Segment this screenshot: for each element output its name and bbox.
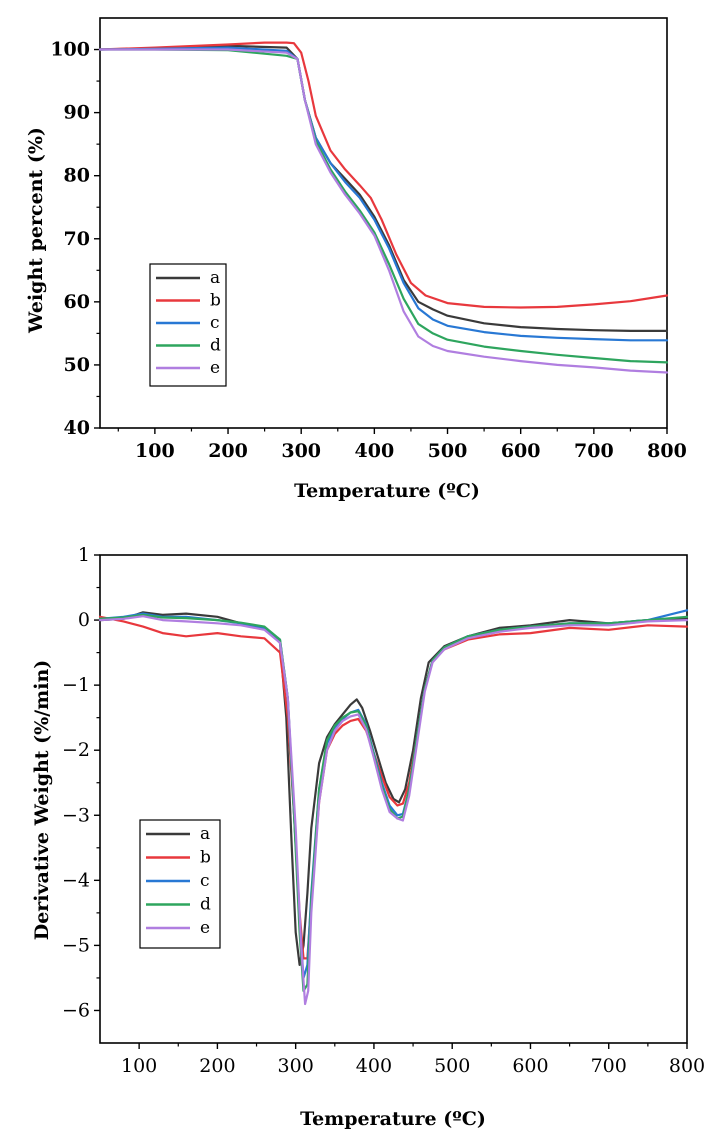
tga-series-line-a [98, 44, 669, 332]
dtg-derivative-chart: −6−5−4−3−2−101 100 200 300 400 500 600 700 800 … [31, 544, 705, 1130]
tga-x-axis-title: Temperature (ºC) [294, 480, 480, 502]
dtg-x-tick-label: 400 [356, 1055, 392, 1077]
dtg-y-tick-label: −2 [62, 739, 90, 761]
tga-y-tick-label: 70 [64, 228, 90, 250]
tga-weight-chart: 40 50 60 70 80 90 100 100 200 300 400 500 600 700 800… [25, 17, 687, 502]
tga-x-tick-label: 400 [355, 440, 395, 462]
dtg-legend-label-c: c [200, 871, 210, 891]
dtg-legend-label-d: d [200, 895, 211, 915]
dtg-x-tick-label: 100 [121, 1055, 157, 1077]
dtg-y-axis-title: Derivative Weight (%/min) [31, 660, 53, 941]
tga-x-ticks: 100 200 300 400 500 600 700 800 [117, 428, 687, 462]
dtg-plot-frame [99, 554, 688, 1044]
tga-legend-label-b: b [210, 291, 221, 311]
tga-legend-label-d: d [210, 336, 221, 356]
tga-y-tick-label: 100 [50, 39, 90, 61]
dtg-legend-box [139, 819, 221, 949]
tga-x-tick-label: 700 [574, 440, 614, 462]
tga-legend-label-c: c [210, 313, 220, 333]
dtg-y-tick-label: 0 [78, 609, 90, 631]
dtg-x-tick-label: 300 [278, 1055, 314, 1077]
tga-y-tick-label: 40 [64, 417, 90, 439]
dtg-y-tick-label: 1 [78, 544, 90, 566]
tga-x-tick-label: 200 [208, 440, 248, 462]
dtg-y-tick-label: −1 [62, 674, 90, 696]
dtg-series-lines [98, 609, 689, 1006]
tga-y-tick-label: 90 [64, 102, 90, 124]
tga-y-axis-title: Weight percent (%) [25, 127, 47, 334]
dtg-x-ticks: 100 200 300 400 500 600 700 800 [121, 1043, 705, 1077]
dtg-legend-label-a: a [200, 824, 210, 844]
dtg-x-tick-label: 600 [512, 1055, 548, 1077]
tga-x-tick-label: 100 [135, 440, 175, 462]
tga-series-line-d [98, 48, 669, 364]
dtg-y-tick-label: −4 [62, 869, 90, 891]
tga-y-tick-label: 80 [64, 165, 90, 187]
dtg-y-tick-label: −3 [62, 804, 90, 826]
dtg-y-ticks: −6 −5 −4 −3 −2 −1 0 1 [62, 544, 100, 1021]
tga-series-line-e [98, 48, 669, 374]
tga-y-tick-label: 60 [64, 291, 90, 313]
tga-x-tick-label: 300 [281, 440, 321, 462]
tga-legend-box [149, 263, 227, 387]
tga-series-line-b [98, 41, 669, 309]
dtg-series-line-e [98, 615, 689, 1006]
tga-y-tick-label: 50 [64, 354, 90, 376]
dtg-x-axis-title: Temperature (ºC) [300, 1108, 486, 1130]
dtg-x-tick-label: 800 [669, 1055, 705, 1077]
tga-legend-label-e: e [210, 358, 220, 378]
dtg-series-line-d [98, 613, 689, 992]
tga-x-tick-label: 600 [501, 440, 541, 462]
tga-x-tick-label: 500 [428, 440, 468, 462]
tga-legend-label-a: a [210, 268, 220, 288]
tga-x-tick-label: 800 [647, 440, 687, 462]
dtg-legend-label-e: e [200, 918, 210, 938]
dtg-legend-label-b: b [200, 848, 211, 868]
dtg-y-tick-label: −6 [62, 999, 90, 1021]
tga-y-ticks: 40 50 60 70 80 90 100 [50, 39, 100, 439]
tga-plot-frame [99, 17, 668, 429]
dtg-x-tick-label: 700 [591, 1055, 627, 1077]
dtg-x-tick-label: 500 [434, 1055, 470, 1077]
dtg-y-tick-label: −5 [62, 934, 90, 956]
tga-series-lines [98, 41, 669, 374]
dtg-x-tick-label: 200 [199, 1055, 235, 1077]
